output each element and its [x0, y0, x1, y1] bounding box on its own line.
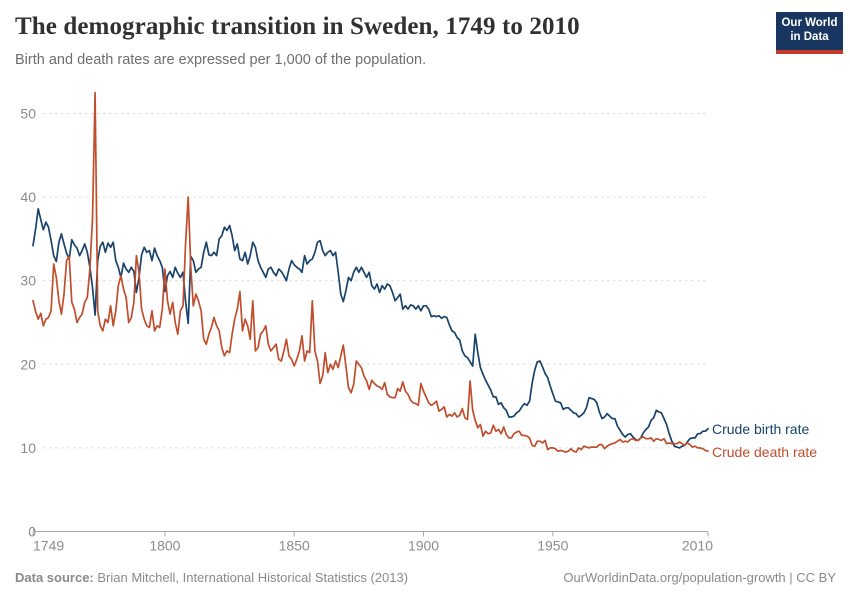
y-tick-label-40: 40 — [20, 189, 36, 205]
y-tick-label-10: 10 — [20, 440, 36, 456]
x-tick-label-2010: 2010 — [682, 538, 713, 554]
owid-logo[interactable]: Our World in Data — [776, 12, 843, 54]
chart-footer: Data source: Brian Mitchell, Internation… — [15, 570, 836, 585]
data-source-note: Data source: Brian Mitchell, Internation… — [15, 570, 408, 585]
owid-logo-line-2: in Data — [790, 31, 829, 43]
x-tick-label-1800: 1800 — [149, 538, 180, 554]
x-tick-label-1900: 1900 — [408, 538, 439, 554]
y-tick-label-50: 50 — [20, 106, 36, 122]
y-tick-label-0: 0 — [28, 524, 36, 540]
series-label-crude-birth-rate[interactable]: Crude birth rate — [712, 420, 810, 437]
owid-license-link[interactable]: OurWorldinData.org/population-growth | C… — [563, 570, 836, 585]
chart-subtitle: Birth and death rates are expressed per … — [15, 52, 427, 68]
owid-logo-box: Our World in Data — [776, 12, 843, 50]
owid-logo-line-1: Our World — [781, 17, 838, 30]
x-tick-label-1749: 1749 — [33, 538, 64, 554]
y-tick-label-30: 30 — [20, 273, 36, 289]
line-series-death[interactable] — [32, 91, 709, 453]
owid-logo-red-bar — [776, 50, 843, 54]
chart-title: The demographic transition in Sweden, 17… — [15, 13, 580, 40]
x-tick-label-1850: 1850 — [279, 538, 310, 554]
data-source-text: Brian Mitchell, International Historical… — [93, 570, 409, 585]
data-source-label: Data source: — [15, 570, 94, 585]
series-label-crude-death-rate[interactable]: Crude death rate — [712, 444, 818, 461]
y-tick-label-20: 20 — [20, 356, 36, 372]
line-series-birth[interactable] — [32, 207, 709, 449]
x-tick-label-1950: 1950 — [537, 538, 568, 554]
